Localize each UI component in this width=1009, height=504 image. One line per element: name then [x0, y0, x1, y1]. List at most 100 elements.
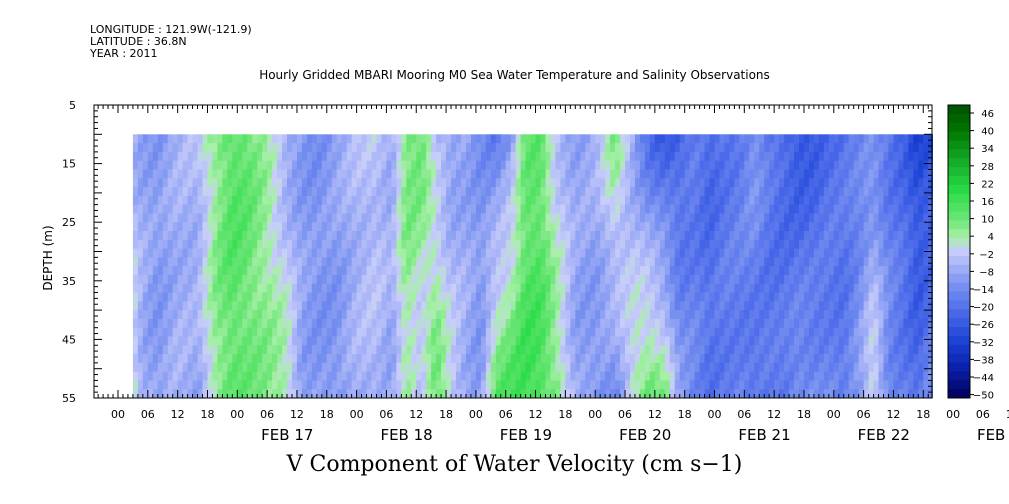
heatmap-cell	[520, 222, 527, 232]
heatmap-cell	[232, 310, 238, 320]
heatmap-cell	[515, 151, 522, 162]
heatmap-cell	[237, 213, 243, 223]
heatmap-cell	[585, 195, 591, 206]
heatmap-cell	[192, 230, 199, 241]
heatmap-cell	[630, 301, 636, 311]
heatmap-cell	[366, 283, 373, 294]
heatmap-cell	[282, 178, 288, 188]
heatmap-cell	[460, 371, 467, 382]
heatmap-cell	[172, 239, 179, 250]
heatmap-cell	[803, 301, 810, 311]
heatmap-cell	[694, 222, 701, 232]
heatmap-cell	[520, 143, 527, 153]
heatmap-cell	[207, 292, 214, 302]
heatmap-cell	[575, 143, 581, 153]
heatmap-cell	[287, 266, 293, 276]
heatmap-cell	[381, 143, 388, 153]
heatmap-cell	[451, 213, 457, 223]
heatmap-cell	[406, 178, 412, 188]
heatmap-cell	[560, 239, 566, 250]
heatmap-cell	[590, 213, 596, 223]
heatmap-cell	[157, 336, 164, 346]
heatmap-cell	[873, 362, 880, 373]
heatmap-cell	[918, 160, 924, 171]
heatmap-cell	[406, 239, 412, 250]
heatmap-cell	[197, 318, 204, 329]
heatmap-cell	[764, 354, 770, 364]
heatmap-cell	[605, 204, 611, 215]
heatmap-cell	[232, 380, 238, 390]
heatmap-cell	[371, 380, 378, 390]
heatmap-cell	[460, 213, 467, 223]
heatmap-cell	[242, 213, 248, 223]
heatmap-cell	[396, 310, 402, 320]
heatmap-cell	[530, 257, 537, 267]
heatmap-cell	[331, 274, 338, 285]
heatmap-cell	[361, 301, 368, 311]
heatmap-cell	[714, 143, 721, 153]
heatmap-cell	[262, 178, 268, 188]
heatmap-cell	[291, 160, 298, 171]
heatmap-cell	[321, 283, 328, 294]
heatmap-cell	[913, 257, 919, 267]
heatmap-cell	[331, 222, 338, 232]
heatmap-cell	[301, 134, 308, 144]
heatmap-cell	[470, 310, 477, 320]
heatmap-cell	[242, 134, 248, 144]
heatmap-cell	[580, 283, 586, 294]
heatmap-cell	[267, 301, 273, 311]
heatmap-cell	[351, 274, 358, 285]
heatmap-cell	[928, 239, 933, 250]
heatmap-cell	[351, 266, 358, 276]
heatmap-cell	[296, 354, 303, 364]
heatmap-cell	[247, 134, 253, 144]
heatmap-cell	[262, 354, 268, 364]
heatmap-cell	[421, 283, 427, 294]
heatmap-cell	[505, 178, 512, 188]
heatmap-cell	[341, 143, 348, 153]
heatmap-cell	[247, 222, 253, 232]
heatmap-cell	[898, 195, 904, 206]
heatmap-cell	[585, 362, 591, 373]
heatmap-cell	[500, 230, 507, 241]
heatmap-cell	[222, 274, 228, 285]
heatmap-cell	[605, 389, 611, 398]
heatmap-cell	[545, 310, 552, 320]
heatmap-cell	[580, 248, 586, 258]
heatmap-cell	[441, 292, 447, 302]
heatmap-cell	[525, 310, 532, 320]
heatmap-cell	[356, 371, 363, 382]
heatmap-cell	[197, 230, 204, 241]
heatmap-cell	[316, 178, 323, 188]
heatmap-cell	[933, 249, 939, 258]
heatmap-cell	[480, 187, 487, 197]
heatmap-cell	[406, 143, 412, 153]
heatmap-cell	[480, 318, 487, 329]
heatmap-cell	[361, 371, 368, 382]
heatmap-cell	[878, 143, 885, 153]
heatmap-cell	[858, 230, 865, 241]
heatmap-cell	[754, 151, 760, 162]
heatmap-cell	[366, 239, 373, 250]
heatmap-cell	[565, 283, 571, 294]
heatmap-cell	[182, 318, 189, 329]
heatmap-cell	[838, 274, 845, 285]
heatmap-cell	[828, 380, 835, 390]
heatmap-cell	[525, 187, 532, 197]
heatmap-cell	[714, 169, 721, 179]
heatmap-cell	[838, 239, 845, 250]
heatmap-cell	[182, 257, 189, 267]
heatmap-cell	[371, 371, 378, 382]
heatmap-cell	[262, 274, 268, 285]
heatmap-cell	[331, 354, 338, 364]
heatmap-cell	[674, 380, 681, 390]
heatmap-cell	[167, 310, 174, 320]
heatmap-cell	[679, 327, 686, 338]
heatmap-cell	[813, 204, 820, 215]
heatmap-cell	[152, 257, 159, 267]
heatmap-cell	[227, 292, 233, 302]
heatmap-cell	[456, 248, 462, 258]
heatmap-cell	[729, 134, 735, 144]
heatmap-cell	[764, 151, 770, 162]
heatmap-cell	[654, 318, 661, 329]
